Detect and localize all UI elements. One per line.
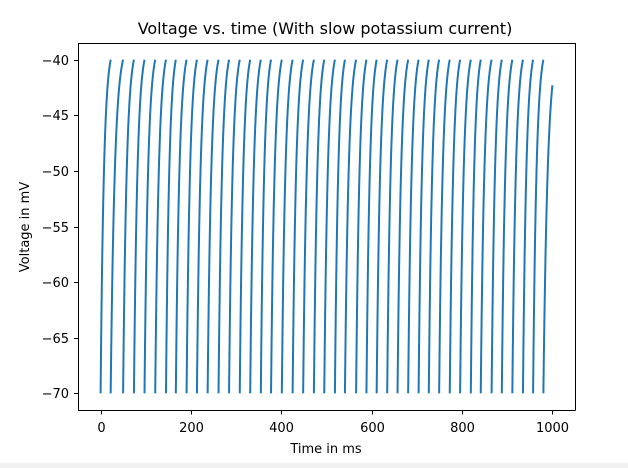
- x-ticks: 0 200 400 600 800 1000: [97, 410, 569, 436]
- voltage-line: [99, 59, 554, 394]
- y-tick-label: −50: [42, 165, 69, 180]
- x-tick-label: 800: [450, 421, 475, 436]
- y-tick-label: −65: [42, 332, 69, 347]
- x-tick-label: 1000: [536, 421, 569, 436]
- x-tick-label: 200: [179, 421, 204, 436]
- x-tick-label: 0: [97, 421, 105, 436]
- y-tick-label: −55: [42, 221, 69, 236]
- y-tick-label: −45: [42, 109, 69, 124]
- bottom-strip: [0, 463, 628, 468]
- series-layer: [99, 59, 554, 394]
- y-tick-label: −40: [42, 54, 69, 69]
- x-axis-label: Time in ms: [289, 442, 362, 457]
- y-tick-label: −60: [42, 276, 69, 291]
- y-tick-label: −70: [42, 387, 69, 402]
- axes-frame: [78, 43, 576, 411]
- y-axis-label: Voltage in mV: [18, 182, 33, 273]
- x-tick-label: 600: [360, 421, 385, 436]
- y-ticks: −40 −45 −50 −55 −60 −65 −70: [42, 54, 79, 402]
- x-tick-label: 400: [269, 421, 294, 436]
- chart-title: Voltage vs. time (With slow potassium cu…: [138, 19, 513, 38]
